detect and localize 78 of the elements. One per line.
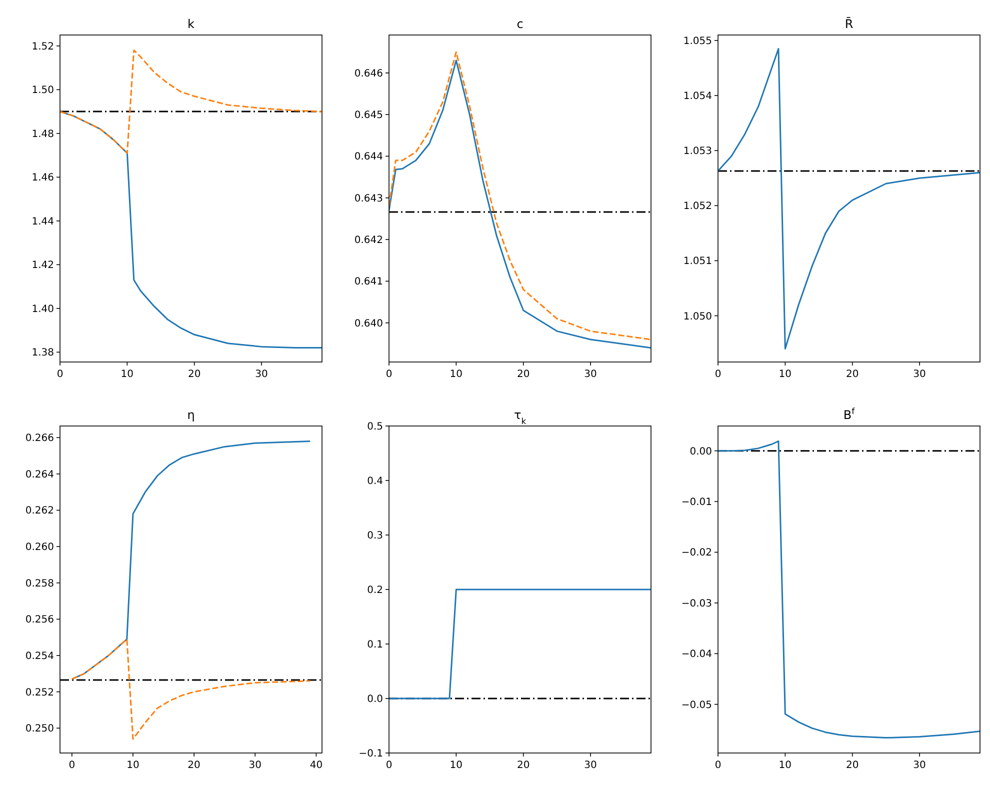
x-tick-label: 30 bbox=[913, 760, 926, 771]
x-tick-label: 30 bbox=[255, 369, 268, 380]
x-tick-label: 30 bbox=[584, 760, 597, 771]
x-tick-label: 10 bbox=[450, 760, 463, 771]
y-tick-label: 1.44 bbox=[32, 216, 54, 228]
y-tick-label: 1.46 bbox=[32, 172, 54, 184]
x-tick-label: 0 bbox=[56, 369, 64, 380]
x-tick-label: 20 bbox=[846, 369, 859, 380]
y-tick-label: 1.050 bbox=[683, 311, 712, 322]
y-tick-label: 0.646 bbox=[354, 68, 383, 80]
y-tick-label: 1.50 bbox=[32, 85, 54, 96]
y-tick-label: 0.4 bbox=[367, 476, 383, 487]
x-tick-label: 30 bbox=[584, 369, 597, 380]
y-tick-label: 0.0 bbox=[367, 694, 383, 705]
chart-title: c bbox=[516, 17, 524, 31]
chart-title: η bbox=[187, 408, 195, 422]
x-tick-label: 20 bbox=[516, 369, 530, 380]
y-tick-label: 0.252 bbox=[25, 687, 54, 698]
y-tick-label: 1.052 bbox=[683, 201, 712, 212]
line-series bbox=[71, 638, 311, 740]
x-tick-label: 10 bbox=[120, 369, 134, 380]
x-tick-label: 30 bbox=[913, 369, 926, 380]
y-tick-label: 0.3 bbox=[367, 530, 383, 542]
y-tick-label: 0.640 bbox=[354, 318, 383, 330]
y-tick-label: 0.254 bbox=[25, 651, 54, 662]
y-tick-label: 0.2 bbox=[367, 585, 383, 596]
x-tick-label: 20 bbox=[516, 760, 530, 771]
y-tick-label: 0.643 bbox=[354, 193, 383, 204]
y-tick-label: −0.05 bbox=[681, 700, 712, 711]
y-tick-label: 0.250 bbox=[25, 724, 54, 735]
y-tick-label: 1.054 bbox=[683, 91, 712, 102]
y-tick-label: 1.053 bbox=[683, 146, 712, 158]
y-tick-label: 0.1 bbox=[367, 640, 383, 650]
y-tick-label: −0.02 bbox=[681, 548, 712, 559]
y-tick-label: 0.00 bbox=[690, 446, 712, 458]
x-tick-label: 30 bbox=[248, 760, 262, 771]
x-tick-label: 0 bbox=[714, 369, 722, 380]
line-series bbox=[718, 440, 980, 739]
y-tick-label: 1.42 bbox=[32, 260, 54, 272]
y-tick-label: −0.1 bbox=[358, 748, 383, 760]
chart-title: τ$_{k}$ bbox=[514, 408, 526, 426]
x-tick-label: 10 bbox=[126, 760, 140, 771]
y-tick-label: 1.38 bbox=[32, 348, 54, 359]
y-tick-label: 0.266 bbox=[25, 433, 54, 444]
x-tick-label: 0 bbox=[386, 760, 392, 771]
x-tick-label: 10 bbox=[778, 760, 792, 771]
x-tick-label: 10 bbox=[450, 369, 463, 380]
y-tick-label: 0.644 bbox=[354, 152, 383, 163]
chart-title: R̄ bbox=[844, 16, 854, 31]
line-series bbox=[718, 48, 980, 350]
y-tick-label: 0.258 bbox=[25, 578, 54, 590]
x-tick-label: 20 bbox=[846, 760, 859, 771]
y-tick-label: 0.256 bbox=[25, 614, 54, 626]
x-tick-label: 40 bbox=[310, 760, 323, 771]
y-tick-label: 1.055 bbox=[683, 36, 712, 48]
line-series bbox=[60, 50, 322, 154]
y-tick-label: 1.051 bbox=[683, 256, 712, 268]
chart-title: B$^{f}$ bbox=[843, 406, 856, 422]
y-tick-label: 0.260 bbox=[25, 542, 54, 554]
y-tick-label: 0.264 bbox=[25, 469, 54, 480]
y-tick-label: 0.641 bbox=[354, 276, 383, 288]
y-tick-label: 1.40 bbox=[32, 304, 54, 315]
y-tick-label: 0.642 bbox=[354, 235, 383, 246]
x-tick-label: 20 bbox=[188, 369, 201, 380]
y-tick-label: 0.262 bbox=[25, 506, 54, 517]
y-tick-label: 0.645 bbox=[354, 110, 383, 122]
x-tick-label: 0 bbox=[68, 760, 76, 771]
x-tick-label: 0 bbox=[714, 760, 722, 771]
x-tick-label: 0 bbox=[386, 369, 392, 380]
y-tick-label: 0.5 bbox=[367, 422, 383, 432]
y-tick-label: −0.01 bbox=[681, 497, 712, 508]
y-tick-label: −0.03 bbox=[681, 598, 712, 610]
y-tick-label: 1.48 bbox=[32, 128, 54, 140]
y-tick-label: 1.52 bbox=[32, 41, 54, 52]
x-tick-label: 20 bbox=[188, 760, 200, 771]
chart-title: k bbox=[188, 17, 195, 31]
x-tick-label: 10 bbox=[778, 369, 792, 380]
y-tick-label: −0.04 bbox=[681, 649, 712, 660]
